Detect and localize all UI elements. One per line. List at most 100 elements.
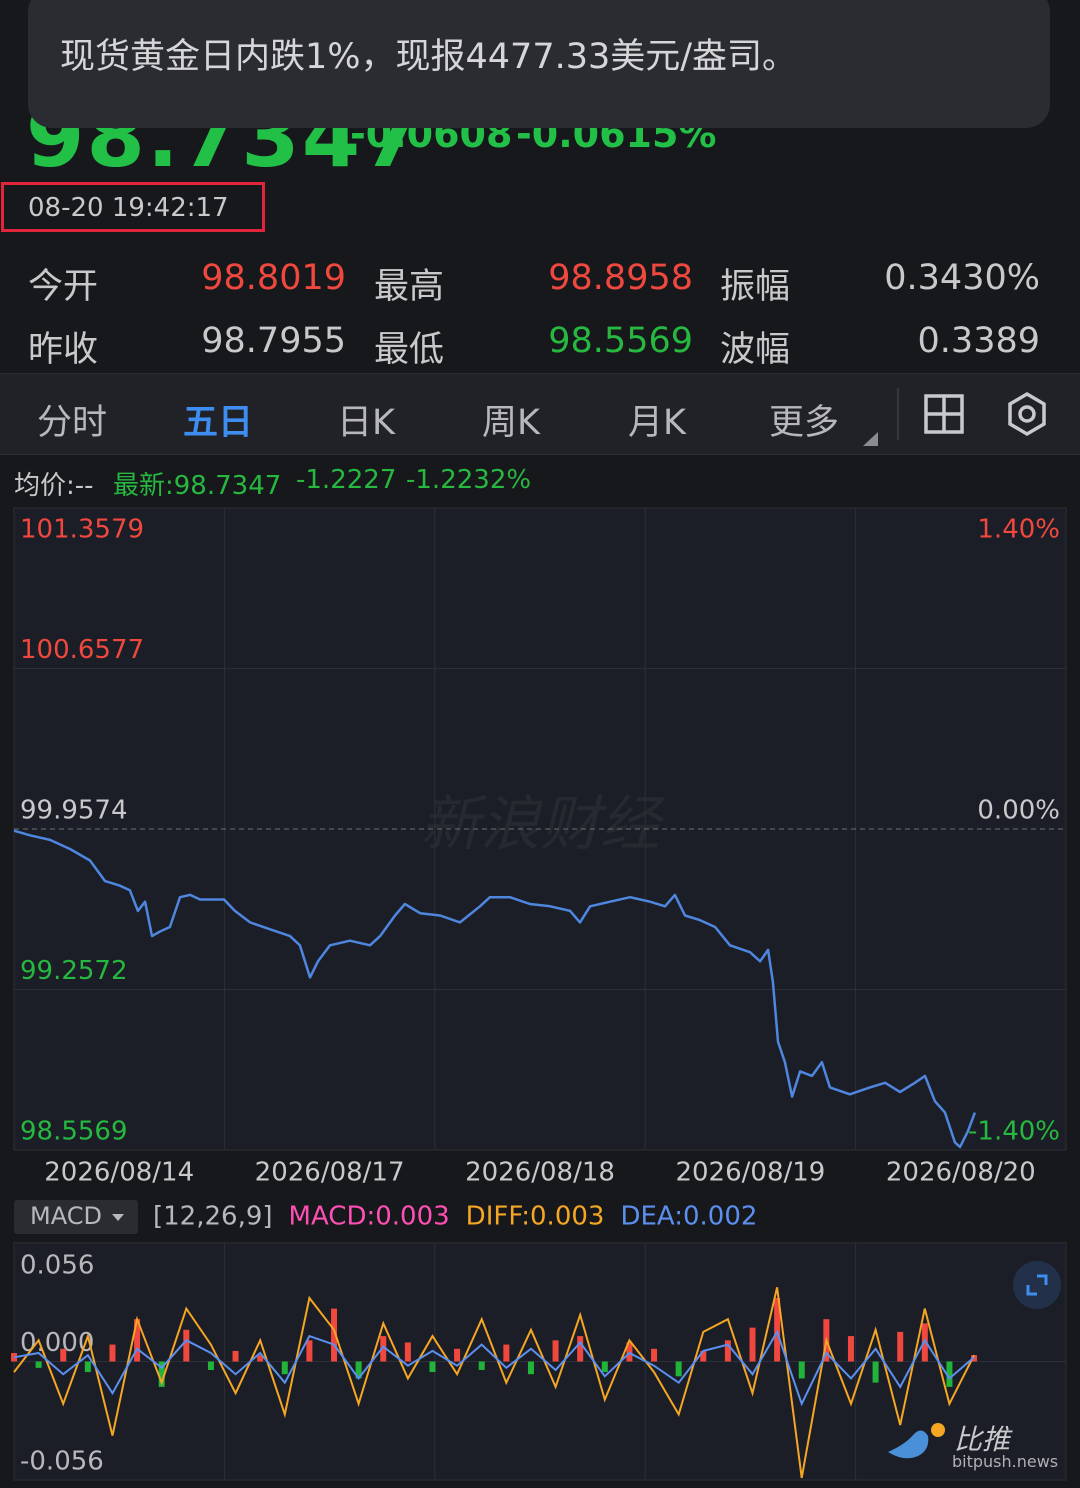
y-tick-label: 99.9574 — [20, 796, 128, 826]
macd-bar — [577, 1336, 584, 1362]
avg-price: 均价:-- — [14, 471, 94, 501]
macd-bar — [429, 1361, 436, 1373]
stat-value: 98.7955 — [201, 321, 346, 361]
stat-value: 98.8019 — [201, 258, 346, 298]
price-chart: 新浪财经 101.3579 100.6577 99.9574 99.2572 98.556… — [13, 507, 1067, 1188]
macd-bar — [207, 1361, 214, 1370]
macd-bar — [552, 1340, 559, 1362]
macd-bar — [60, 1348, 67, 1362]
macd-bar — [946, 1361, 953, 1387]
tab[interactable]: 分时 — [36, 403, 108, 443]
macd-bar — [897, 1331, 904, 1362]
layout-icon[interactable] — [924, 394, 964, 434]
expand-button[interactable] — [1013, 1261, 1061, 1309]
x-tick-label: 2026/08/17 — [255, 1158, 405, 1188]
macd-bar — [331, 1308, 338, 1362]
macd-bar — [700, 1350, 707, 1362]
stat-value: 0.3430% — [884, 258, 1040, 298]
stat-label: 昨收 — [28, 330, 99, 370]
macd-bar — [503, 1344, 510, 1362]
macd-bar — [158, 1361, 165, 1387]
logo-bird — [888, 1423, 945, 1459]
macd-bar — [380, 1336, 387, 1362]
tab-icons — [863, 388, 1046, 446]
y2-tick-label: 1.40% — [977, 515, 1060, 545]
settings-icon[interactable] — [1008, 391, 1046, 437]
stat-value: 98.8958 — [548, 258, 693, 298]
notification-text: 现货黄金日内跌1%，现报4477.33美元/盎司。 — [60, 37, 798, 77]
indicator-line — [13, 1329, 975, 1407]
latest-change-pct: -1.2232% — [406, 465, 532, 495]
macd-bar — [281, 1361, 288, 1375]
tab[interactable]: 日K — [337, 403, 395, 443]
time: 08-20 19:42:17 — [28, 193, 229, 223]
macd-bar — [872, 1361, 879, 1383]
macd-bar — [675, 1361, 682, 1377]
time-box: 08-20 19:42:17 — [1, 182, 265, 232]
tab[interactable]: 五日 — [182, 403, 254, 443]
macd-bar — [454, 1348, 461, 1362]
y-tick-label: 98.5569 — [20, 1117, 128, 1147]
y-tick-label: 100.6577 — [20, 635, 144, 665]
indicator-line — [13, 1287, 975, 1479]
indicator-params: [12,26,9] — [153, 1202, 273, 1232]
macd-bar — [478, 1361, 485, 1370]
price-line — [13, 829, 977, 1149]
macd-bar — [651, 1348, 658, 1362]
x-tick-label: 2026/08/20 — [886, 1158, 1036, 1188]
logo: 比推 bitpush.news — [884, 1418, 1080, 1488]
macd-bar — [109, 1344, 116, 1362]
latest-change: -1.2227 — [296, 465, 397, 495]
latest: 最新:98.7347 — [113, 471, 282, 501]
macd-bar — [798, 1361, 805, 1379]
y2-tick-label: -1.40% — [968, 1117, 1060, 1147]
x-tick-label: 2026/08/19 — [675, 1158, 825, 1188]
stat-label: 最低 — [374, 330, 445, 370]
stat-label: 最高 — [374, 267, 445, 307]
macd-bar — [749, 1327, 756, 1362]
indicator-dropdown[interactable] — [14, 1200, 138, 1234]
tab[interactable]: 更多 — [768, 403, 840, 443]
indicator-name: MACD — [30, 1202, 102, 1230]
legend-label: DEA:0.002 — [620, 1202, 757, 1232]
macd-bar — [601, 1361, 608, 1373]
macd-bar — [774, 1298, 781, 1362]
notification[interactable]: 现货黄金日内跌1%，现报4477.33美元/盎司。 — [28, 0, 1050, 128]
macd-bar — [847, 1336, 854, 1362]
macd-bar — [232, 1350, 239, 1362]
tab-bar: 分时 五日 日K 周K 月K 更多 — [0, 373, 1080, 455]
macd-bar — [183, 1329, 190, 1362]
stat-label: 振幅 — [720, 267, 791, 307]
stat-value: 98.5569 — [548, 321, 693, 361]
macd-bar — [257, 1355, 264, 1362]
x-tick-label: 2026/08/18 — [465, 1158, 615, 1188]
tab[interactable]: 月K — [628, 403, 686, 443]
y-tick-label: 0.056 — [20, 1251, 94, 1281]
dropdown-arrow — [112, 1214, 124, 1221]
tab[interactable]: 周K — [482, 403, 540, 443]
y-tick-label: 99.2572 — [20, 956, 128, 986]
legend-label: DIFF:0.003 — [466, 1202, 605, 1232]
y-tick-label: 101.3579 — [20, 515, 144, 545]
macd-bar — [134, 1319, 141, 1362]
watermark: 新浪财经 — [420, 790, 666, 860]
logo-name: 比推 — [954, 1423, 1011, 1456]
macd-bar — [35, 1361, 42, 1368]
y2-tick-label: 0.00% — [977, 796, 1060, 826]
macd-bar — [84, 1361, 91, 1373]
stat-label: 波幅 — [720, 330, 791, 370]
macd-bar — [527, 1361, 534, 1375]
macd-bar — [724, 1340, 731, 1362]
macd-bar — [306, 1340, 313, 1362]
logo-url: bitpush.news — [952, 1452, 1059, 1471]
stat-value: 0.3389 — [917, 321, 1040, 361]
macd-bar — [921, 1323, 928, 1362]
x-tick-label: 2026/08/14 — [44, 1158, 194, 1188]
legend-label: MACD:0.003 — [289, 1202, 450, 1232]
macd-bar — [355, 1361, 362, 1379]
y-tick-label: -0.056 — [20, 1447, 104, 1477]
stat-label: 今开 — [28, 267, 99, 307]
macd-bar — [404, 1342, 411, 1362]
